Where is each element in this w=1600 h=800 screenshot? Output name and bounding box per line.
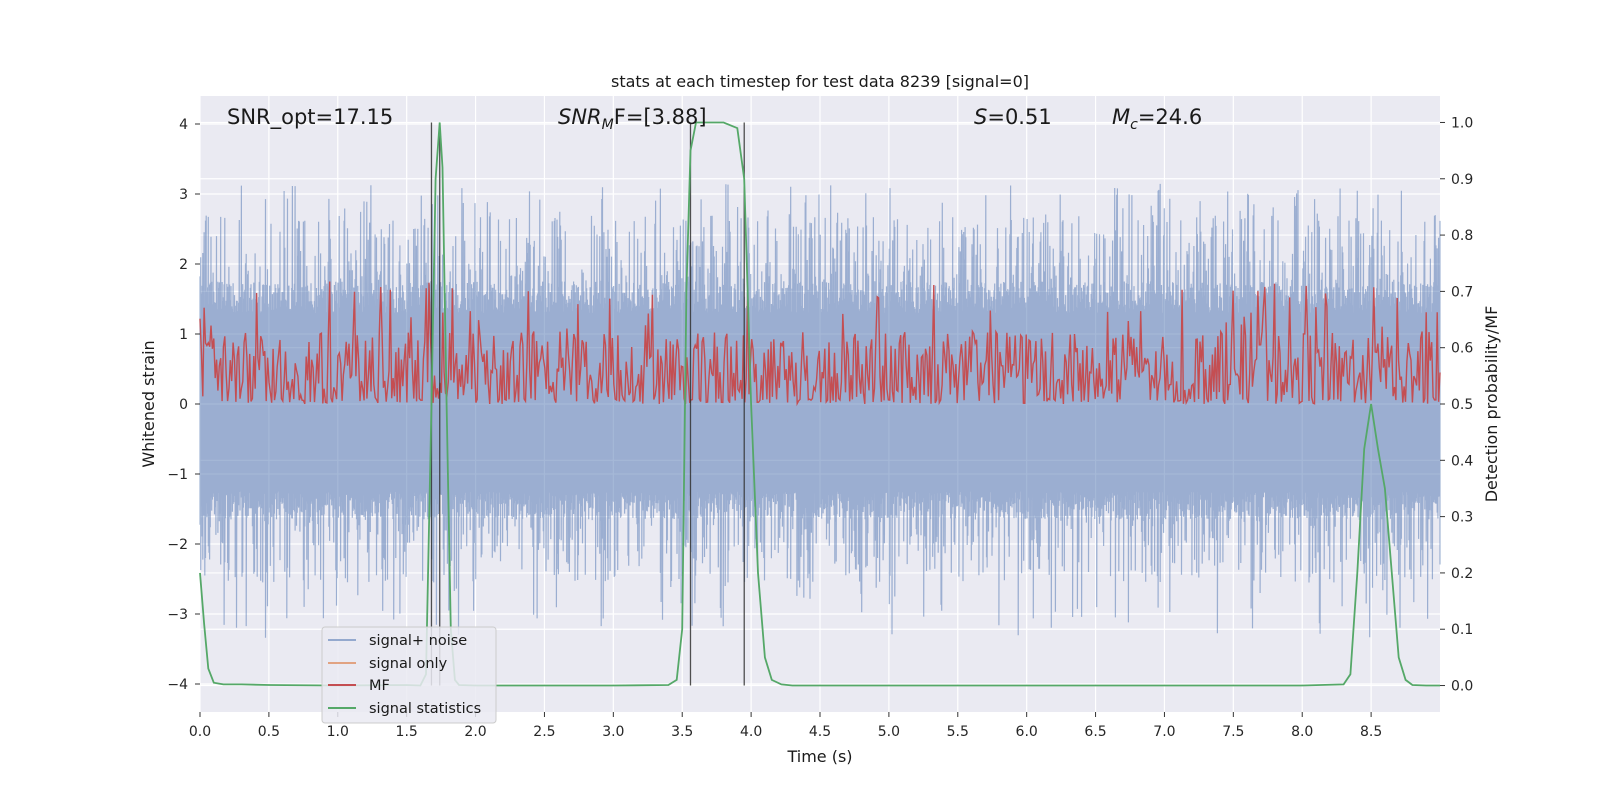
y-tick-label: −3 bbox=[167, 607, 188, 623]
y2-tick-label: 0.6 bbox=[1451, 341, 1473, 357]
legend-label-mf: MF bbox=[369, 678, 390, 694]
legend-item: signal statistics bbox=[328, 701, 481, 717]
y2-tick-label: 0.2 bbox=[1451, 566, 1473, 582]
y-tick-label: −2 bbox=[167, 537, 188, 553]
series-mf bbox=[199, 281, 1441, 407]
annotation-snr-mf-sub: M bbox=[602, 117, 614, 133]
x-tick-label: 3.5 bbox=[671, 724, 693, 740]
y-axis-ticks: −4 −3 −2 −1 0 1 2 3 4 bbox=[167, 117, 200, 693]
x-tick-label: 2.0 bbox=[464, 724, 486, 740]
legend-item: signal only bbox=[328, 656, 448, 672]
y2-tick-label: 0.3 bbox=[1451, 510, 1473, 526]
annotation-snr-mf: SNRMF=[3.88] bbox=[558, 105, 707, 133]
x-tick-label: 8.0 bbox=[1291, 724, 1313, 740]
y2-tick-label: 0.1 bbox=[1451, 622, 1473, 638]
x-axis-ticks: 0.0 0.5 1.0 1.5 2.0 2.5 3.0 3.5 4.0 4.5 5.0 5.5 6.0 6… bbox=[189, 712, 1382, 740]
annotation-mc-main: M bbox=[1112, 105, 1130, 129]
annotation-snr-mf-main: SNR bbox=[558, 105, 602, 129]
annotation-snr-opt: SNR_opt=17.15 bbox=[227, 105, 393, 130]
y2-tick-label: 1.0 bbox=[1451, 115, 1473, 131]
x-tick-label: 8.5 bbox=[1360, 724, 1382, 740]
annotation-mc-value: =24.6 bbox=[1138, 105, 1202, 129]
x-tick-label: 0.5 bbox=[258, 724, 280, 740]
legend: signal+ noise signal only MF signal stat… bbox=[321, 626, 497, 724]
y2-tick-label: 0.5 bbox=[1451, 397, 1473, 413]
x-axis-label: Time (s) bbox=[786, 747, 852, 766]
x-tick-label: 3.0 bbox=[602, 724, 624, 740]
x-tick-label: 4.5 bbox=[809, 724, 831, 740]
annotation-mc: Mc=24.6 bbox=[1112, 105, 1202, 133]
y-axis-label: Whitened strain bbox=[139, 340, 158, 467]
y2-tick-label: 0.4 bbox=[1451, 453, 1473, 469]
y2-axis-label: Detection probability/MF bbox=[1482, 306, 1501, 503]
y-tick-label: −4 bbox=[167, 677, 188, 693]
y-tick-label: 2 bbox=[179, 257, 188, 273]
annotation-mc-sub: c bbox=[1130, 117, 1138, 133]
y-tick-label: 3 bbox=[179, 187, 188, 203]
series-line-mf bbox=[199, 281, 1441, 407]
x-tick-label: 5.5 bbox=[947, 724, 969, 740]
annotations: SNR_opt=17.15 SNRMF=[3.88] S=0.51 Mc=24.… bbox=[227, 105, 1202, 133]
y-tick-label: 1 bbox=[179, 327, 188, 343]
y2-tick-label: 0.0 bbox=[1451, 679, 1473, 695]
x-tick-label: 1.0 bbox=[327, 724, 349, 740]
y2-tick-label: 0.8 bbox=[1451, 228, 1473, 244]
x-tick-label: 6.5 bbox=[1084, 724, 1106, 740]
x-tick-label: 7.5 bbox=[1222, 724, 1244, 740]
y2-axis-ticks: 0.0 0.1 0.2 0.3 0.4 0.5 0.6 0.7 0.8 0.9 1.0 bbox=[1440, 115, 1473, 695]
x-tick-label: 5.0 bbox=[878, 724, 900, 740]
legend-label-signal-statistics: signal statistics bbox=[369, 701, 481, 717]
y2-tick-label: 0.9 bbox=[1451, 172, 1473, 188]
legend-box bbox=[321, 626, 497, 724]
x-tick-label: 6.0 bbox=[1016, 724, 1038, 740]
legend-label-signal-noise: signal+ noise bbox=[369, 633, 467, 649]
annotation-s-value: =0.51 bbox=[987, 105, 1051, 129]
annotation-snr-mf-tail: F=[3.88] bbox=[614, 105, 707, 129]
y-tick-label: 0 bbox=[179, 397, 188, 413]
legend-item: signal+ noise bbox=[328, 633, 467, 649]
y-tick-label: 4 bbox=[179, 117, 188, 133]
x-tick-label: 0.0 bbox=[189, 724, 211, 740]
y2-tick-label: 0.7 bbox=[1451, 284, 1473, 300]
x-tick-label: 7.0 bbox=[1153, 724, 1175, 740]
x-tick-label: 4.0 bbox=[740, 724, 762, 740]
x-tick-label: 2.5 bbox=[533, 724, 555, 740]
x-tick-label: 1.5 bbox=[396, 724, 418, 740]
legend-label-signal-only: signal only bbox=[369, 656, 448, 672]
legend-item: MF bbox=[328, 678, 390, 694]
annotation-s-symbol: S bbox=[974, 105, 987, 129]
y-tick-label: −1 bbox=[167, 467, 188, 483]
annotation-s: S=0.51 bbox=[974, 105, 1052, 129]
chart-title: stats at each timestep for test data 823… bbox=[611, 72, 1029, 91]
